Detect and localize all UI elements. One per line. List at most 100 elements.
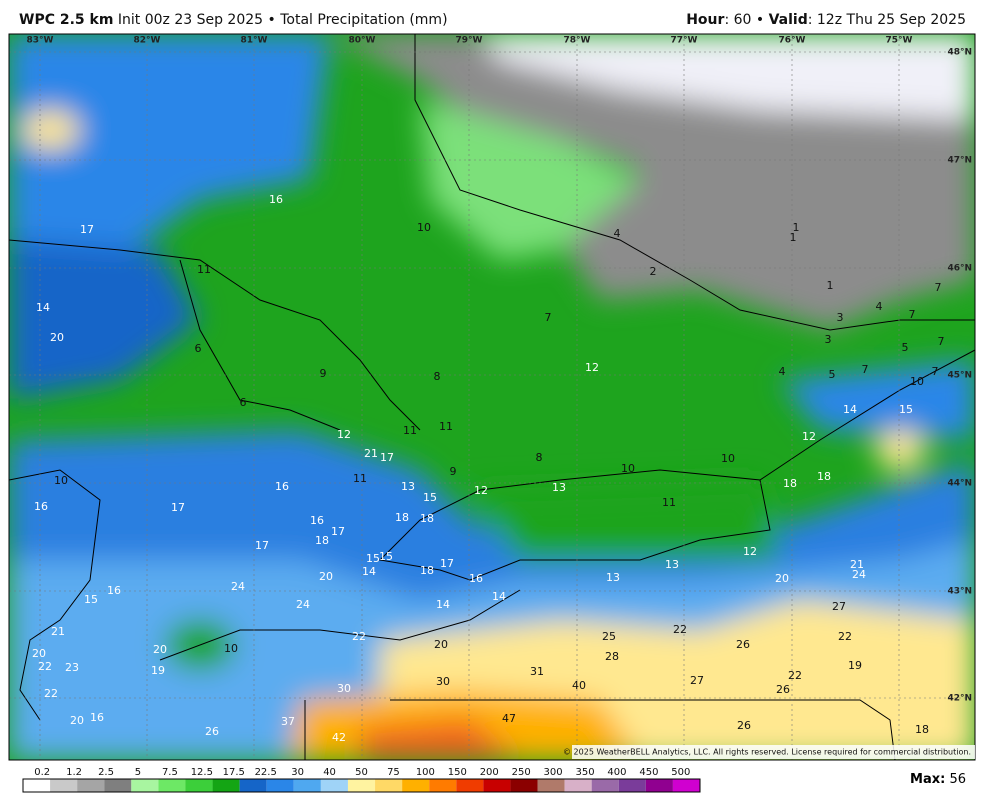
precip-label: 42: [332, 731, 346, 744]
colorbar-swatch: [618, 779, 646, 792]
colorbar-tick-label: 100: [416, 767, 435, 778]
colorbar-swatch: [537, 779, 565, 792]
precip-label: 22: [788, 669, 802, 682]
colorbar-swatch: [672, 779, 700, 792]
precip-label: 17: [440, 557, 454, 570]
longitude-label: 79°W: [456, 36, 483, 46]
colorbar-tick-label: 300: [544, 767, 563, 778]
precip-label: 5: [902, 341, 909, 354]
colorbar-swatch: [347, 779, 376, 792]
colorbar-tick-label: 22.5: [255, 767, 277, 778]
precip-label: 22: [38, 660, 52, 673]
max-value: 56: [949, 772, 966, 787]
precip-label: 37: [281, 715, 295, 728]
precip-label: 10: [721, 452, 735, 465]
colorbar-swatch: [131, 779, 159, 792]
precip-label: 16: [34, 500, 48, 513]
precip-label: 15: [423, 491, 437, 504]
latitude-label: 45°N: [947, 371, 972, 381]
precip-label: 30: [436, 675, 450, 688]
precip-label: 9: [320, 367, 327, 380]
precip-label: 40: [572, 679, 586, 692]
precip-label: 14: [843, 403, 857, 416]
precip-label: 1: [790, 231, 797, 244]
precip-label: 15: [899, 403, 913, 416]
title: Init 00z 23 Sep 2025 • Total Precipitati…: [117, 12, 448, 28]
colorbar: 0.2 1.2 2.5 5 7.5 12.5 17.5 22.5 30 40 50 75 100 150 2…: [22, 767, 701, 793]
colorbar-swatch: [50, 779, 78, 792]
max: Max: 56: [910, 772, 966, 787]
precip-label: 18: [420, 564, 434, 577]
copyright-bg: [572, 745, 975, 759]
precip-label: 20: [70, 714, 84, 727]
precip-label: 14: [36, 301, 50, 314]
colorbar-swatch: [375, 779, 403, 792]
colorbar-swatch: [645, 779, 673, 792]
precip-label: 12: [802, 430, 816, 443]
colorbar-tick-label: 500: [671, 767, 690, 778]
precip-label: 6: [240, 396, 247, 409]
colorbar-tick-label: 75: [387, 767, 400, 778]
colorbar-swatch: [429, 779, 457, 792]
latitude-label: 43°N: [947, 587, 972, 597]
precip-label: 26: [776, 683, 790, 696]
precip-label: 17: [80, 223, 94, 236]
colorbar-tick-label: 400: [607, 767, 626, 778]
precip-label: 12: [474, 484, 488, 497]
max-label: Max:: [910, 772, 946, 787]
colorbar-tick-label: 40: [323, 767, 336, 778]
precip-label: 3: [837, 311, 844, 324]
colorbar-tick-label: 0.2: [34, 767, 50, 778]
precip-label: 12: [337, 428, 351, 441]
longitude-label: 83°W: [27, 36, 54, 46]
precip-label: 13: [552, 481, 566, 494]
precip-label: 14: [492, 590, 506, 603]
precip-label: 17: [331, 525, 345, 538]
precip-label: 22: [838, 630, 852, 643]
precip-label: 4: [876, 300, 883, 313]
longitude-label: 81°W: [241, 36, 268, 46]
precip-label: 20: [50, 331, 64, 344]
precip-label: 17: [171, 501, 185, 514]
colorbar-tick-label: 30: [291, 767, 304, 778]
precip-label: 11: [403, 424, 417, 437]
precip-label: 14: [436, 598, 450, 611]
precip-label: 28: [605, 650, 619, 663]
precip-label: 8: [434, 370, 441, 383]
precip-label: 16: [107, 584, 121, 597]
colorbar-tick-label: 350: [575, 767, 594, 778]
colorbar-swatch: [212, 779, 240, 792]
colorbar-swatch: [158, 779, 186, 792]
colorbar-swatch: [185, 779, 213, 792]
latitude-label: 44°N: [947, 479, 972, 489]
precip-label: 27: [832, 600, 846, 613]
colorbar-tick-label: 12.5: [191, 767, 213, 778]
precip-label: 18: [915, 723, 929, 736]
map-frame: [8, 33, 976, 761]
precip-label: 18: [817, 470, 831, 483]
model: WPC 2.5 km: [19, 12, 114, 28]
colorbar-swatch: [104, 779, 132, 792]
precip-label: 11: [197, 263, 211, 276]
latitude-label: 46°N: [947, 264, 972, 274]
precip-label: 24: [852, 568, 866, 581]
colorbar-frame: [22, 778, 701, 793]
precip-label: 20: [319, 570, 333, 583]
precip-label: 11: [353, 472, 367, 485]
precip-label: 18: [783, 477, 797, 490]
precip-label: 22: [352, 630, 366, 643]
precip-label: 17: [380, 451, 394, 464]
precip-label: 17: [255, 539, 269, 552]
precip-label: 23: [65, 661, 79, 674]
precip-label: 21: [850, 558, 864, 571]
colorbar-swatch: [402, 779, 430, 792]
precip-label: 13: [401, 480, 415, 493]
precip-label: 7: [932, 365, 939, 378]
precip-label: 7: [545, 311, 552, 324]
latitude-label: 47°N: [947, 156, 972, 166]
precip-label: 30: [337, 682, 351, 695]
colorbar-swatch: [564, 779, 592, 792]
copyright: © 2025 WeatherBELL Analytics, LLC. All r…: [563, 748, 971, 757]
colorbar-swatch: [77, 779, 105, 792]
